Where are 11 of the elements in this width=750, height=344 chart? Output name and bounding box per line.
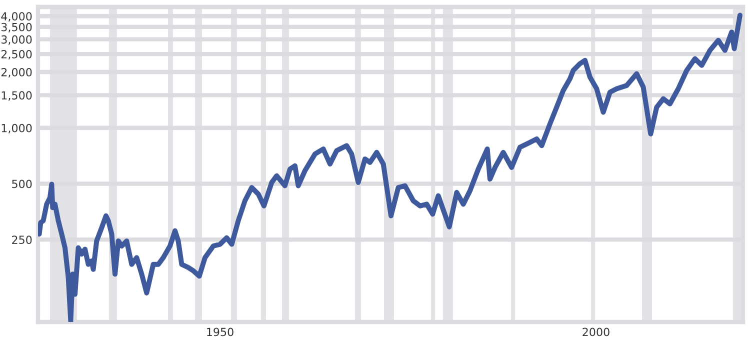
y-tick-label: 500 bbox=[12, 180, 32, 188]
y-tick-label: 1,000 bbox=[2, 124, 32, 134]
y-tick-label: 3,000 bbox=[1, 35, 32, 45]
y-tick-label: 4,000 bbox=[1, 12, 32, 22]
y-tick-label: 250 bbox=[12, 236, 32, 244]
y-tick-label: 3,500 bbox=[1, 22, 32, 32]
y-tick-label: 2,500 bbox=[1, 50, 32, 60]
y-tick-label: 2,000 bbox=[1, 68, 32, 78]
x-tick-label: 2000 bbox=[582, 328, 610, 336]
x-tick-label: 1950 bbox=[207, 328, 234, 336]
y-tick-label: 1,500 bbox=[2, 91, 32, 101]
